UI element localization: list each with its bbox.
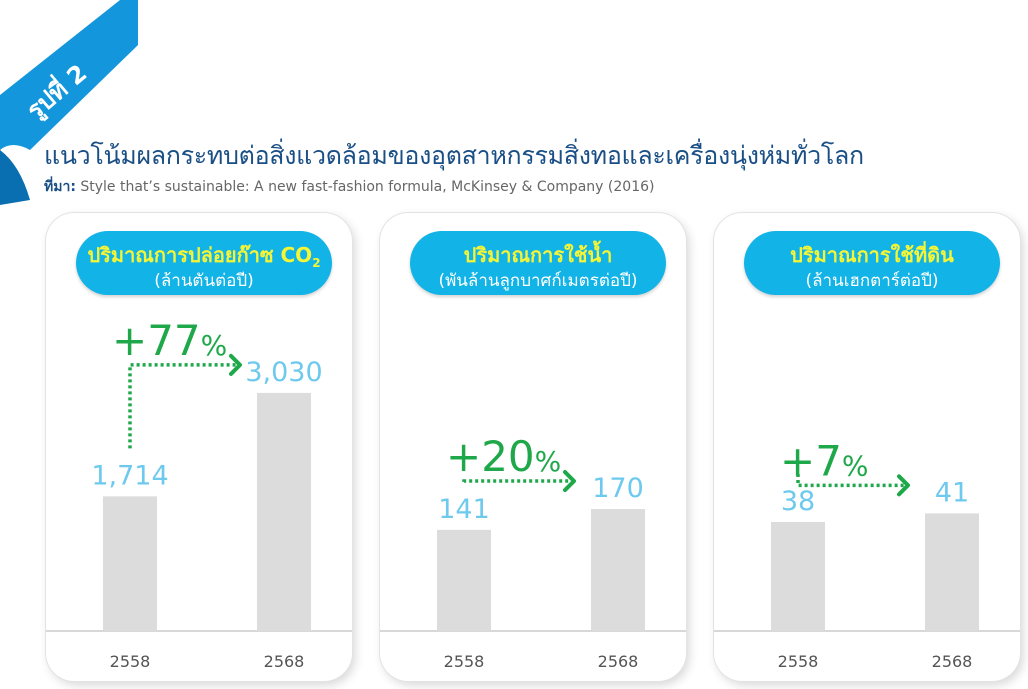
x-tick-label: 2558 [110,652,151,671]
bar-2558 [771,521,825,631]
figure-source: ที่มา: Style that’s sustainable: A new f… [44,176,654,198]
value-label: 170 [592,473,644,504]
change-arrow-line [462,479,571,483]
panel-header-water: ปริมาณการใช้น้ำ (พันล้านลูกบาศก์เมตรต่อป… [410,231,666,295]
bar-2568 [257,392,311,631]
change-arrow-head [897,474,910,497]
source-text: Style that’s sustainable: A new fast-fas… [75,179,655,195]
bar-2568 [925,513,979,631]
panel-co2: 1,714 2558 3,030 2568 +77% ปริมาณการปล่อยก๊า… [46,213,352,681]
x-tick-label: 2558 [778,652,819,671]
chart-unit: (ล้านตันต่อปี) [154,271,254,291]
chart-water: 141 2558 170 2568 +20% [380,432,686,671]
chart-land: 38 2558 41 2568 +7% [714,436,1020,671]
change-label: +7% [780,436,869,485]
change-label: +77% [112,316,227,365]
change-value: +20 [446,432,535,481]
change-value: +77 [112,316,201,365]
panel-header-co2: ปริมาณการปล่อยก๊าซ CO2 (ล้านตันต่อปี) [76,231,332,295]
x-tick-label: 2568 [598,652,639,671]
figure-title: แนวโน้มผลกระทบต่อสิ่งแวดล้อมของอุตสาหกรร… [44,141,864,170]
x-tick-label: 2568 [932,652,973,671]
change-percent-sign: % [201,329,228,362]
change-arrow-line [128,363,237,449]
change-value: +7 [780,436,842,485]
chart-title: ปริมาณการใช้น้ำ [463,243,613,267]
chart-unit: (พันล้านลูกบาศก์เมตรต่อปี) [438,271,638,291]
x-tick-label: 2568 [264,652,305,671]
change-arrow-head [229,353,242,376]
value-label: 41 [935,477,969,508]
value-label: 1,714 [91,460,168,491]
x-tick-label: 2558 [444,652,485,671]
figure-ribbon: รูปที่ 2 [0,0,138,205]
value-label: 38 [781,486,815,517]
chart-title-subscript: 2 [312,256,321,270]
bar-2558 [437,529,491,631]
change-percent-sign: % [535,445,562,478]
source-label: ที่มา: [44,179,76,195]
chart-title: ปริมาณการใช้ที่ดิน [790,243,954,267]
bar-2558 [103,496,157,631]
chart-title: ปริมาณการปล่อยก๊าซ CO2 [76,239,332,271]
chart-co2: 1,714 2558 3,030 2568 +77% [46,316,352,671]
chart-unit: (ล้านเฮกตาร์ต่อปี) [805,271,939,291]
value-label: 3,030 [245,357,322,388]
panel-water: 141 2558 170 2568 +20% ปริมาณการใช้น้ำ (พันล… [380,213,686,681]
panel-land: 38 2558 41 2568 +7% ปริมาณการใช้ที่ดิน (ล้าน… [714,213,1020,681]
chart-title-text: ปริมาณการปล่อยก๊าซ CO [87,243,313,267]
change-label: +20% [446,432,561,481]
change-arrow-head [563,470,576,493]
panel-header-land: ปริมาณการใช้ที่ดิน (ล้านเฮกตาร์ต่อปี) [744,231,1000,295]
value-label: 141 [438,494,490,525]
ribbon-tail [0,150,30,205]
ribbon-body [0,0,138,150]
bar-2568 [591,509,645,631]
change-percent-sign: % [842,449,869,482]
